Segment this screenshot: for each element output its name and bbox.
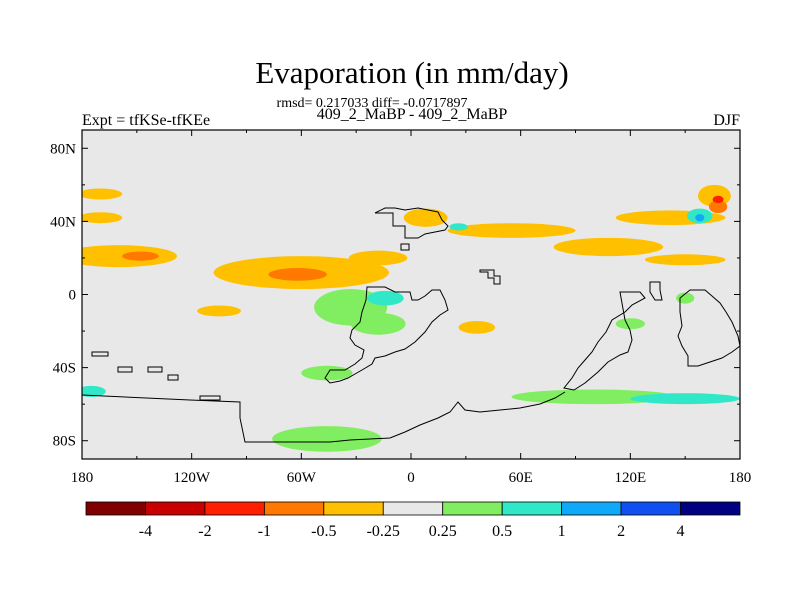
colorbar-label: 1 (558, 523, 566, 540)
anomaly-blob (449, 223, 468, 231)
colorbar-swatch (620, 501, 681, 516)
colorbar-swatch (680, 501, 741, 516)
coastline-north-america (374, 207, 449, 239)
coastline-australia (677, 289, 740, 367)
x-tick-label: 120E (614, 470, 646, 486)
stats-line: rmsd= 0.217033 diff= -0.0717897 (277, 96, 468, 111)
anomaly-blob (447, 223, 576, 238)
anomaly-blob (268, 267, 327, 281)
coastlines (82, 207, 740, 443)
x-tick-label: 0 (407, 470, 415, 486)
subtitle: 409_2_MaBP - 409_2_MaBP (317, 106, 508, 123)
colorbar-label: -4 (139, 523, 152, 540)
season-label: DJF (713, 112, 740, 129)
anomaly-blob (82, 188, 123, 200)
anomaly-blob (348, 250, 408, 266)
y-tick-label: 80N (50, 141, 76, 157)
x-tick-label: 180 (71, 470, 94, 486)
colorbar-label: -1 (258, 523, 271, 540)
x-tick-label: 180 (729, 470, 752, 486)
coastline-africa (479, 269, 501, 285)
anomaly-blob (82, 385, 106, 397)
coastline-asia (563, 291, 646, 391)
anomaly-blob (644, 254, 726, 266)
anomaly-blob (122, 251, 159, 261)
colorbar: -4 -2 -1 -0.5 -0.25 0.25 0.5 1 2 4 (85, 501, 741, 540)
x-tick-label: 120W (173, 470, 211, 486)
colorbar-label: 0.5 (492, 523, 512, 540)
coastline-pacific-south (91, 351, 221, 401)
anomaly-blob (272, 426, 382, 452)
anomaly-blob (458, 321, 496, 334)
x-tick-label: 60E (509, 470, 533, 486)
anomaly-blob (676, 292, 695, 304)
y-tick-label: 40N (50, 214, 76, 230)
colorbar-label: 2 (617, 523, 625, 540)
anomaly-blob (553, 237, 664, 257)
y-axis: 80N 40N 0 40S 80S (50, 141, 740, 450)
x-axis: 180 120W 60W 0 60E 120E 180 (71, 130, 752, 486)
anomaly-blob (350, 312, 406, 335)
coastline-south-america (324, 286, 449, 384)
anomaly-blob (82, 245, 178, 268)
chart-title: Evaporation (in mm/day) (255, 55, 568, 90)
colorbar-swatch (85, 501, 146, 516)
colorbar-swatch (145, 501, 206, 516)
experiment-label: Expt = tfKSe-tfKEe (82, 112, 210, 129)
colorbar-swatch (382, 501, 444, 516)
anomaly-blob (615, 318, 645, 330)
anomaly-blob (197, 305, 242, 317)
colorbar-swatch (263, 501, 325, 516)
anomaly-blob (630, 393, 740, 405)
colorbar-swatch (501, 501, 563, 516)
coastline-southern-ocean (82, 391, 566, 443)
colorbar-label: -2 (198, 523, 211, 540)
y-tick-label: 80S (53, 434, 76, 450)
anomaly-blob (82, 212, 123, 224)
colorbar-swatch (442, 501, 503, 516)
anomaly-blob (695, 214, 705, 222)
anomaly-blob (712, 195, 724, 204)
y-tick-label: 40S (53, 361, 76, 377)
y-tick-label: 0 (69, 288, 77, 304)
colorbar-swatch (323, 501, 384, 516)
colorbar-label: 0.25 (429, 523, 457, 540)
colorbar-swatch (204, 501, 265, 516)
field-anomalies (82, 184, 740, 452)
colorbar-label: 4 (677, 523, 685, 540)
coastline-indonesia (649, 281, 663, 301)
x-tick-label: 60W (287, 470, 317, 486)
anomaly-blob (708, 200, 728, 214)
colorbar-label: -0.25 (367, 523, 400, 540)
colorbar-label: -0.5 (311, 523, 336, 540)
coastline-central-island (400, 243, 410, 251)
anomaly-blob (301, 365, 353, 381)
anomaly-blob (403, 208, 448, 227)
colorbar-swatch (561, 501, 622, 516)
anomaly-blob (367, 290, 404, 306)
